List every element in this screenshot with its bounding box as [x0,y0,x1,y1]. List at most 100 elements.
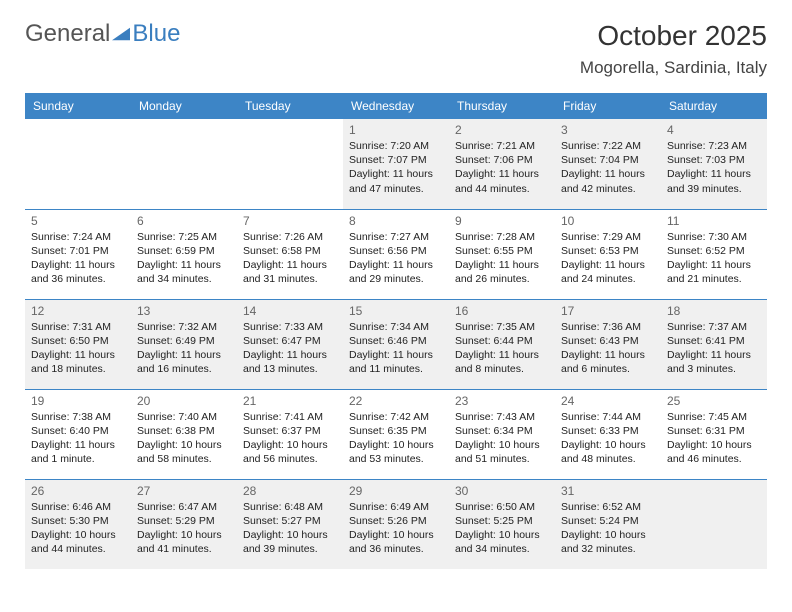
month-title: October 2025 [580,20,767,52]
day-info: Sunrise: 7:36 AMSunset: 6:43 PMDaylight:… [561,320,655,377]
day-header: Friday [555,93,661,119]
day-number: 25 [667,394,761,408]
day-info: Sunrise: 6:52 AMSunset: 5:24 PMDaylight:… [561,500,655,557]
calendar-cell [661,479,767,569]
day-info: Sunrise: 7:29 AMSunset: 6:53 PMDaylight:… [561,230,655,287]
day-info: Sunrise: 7:21 AMSunset: 7:06 PMDaylight:… [455,139,549,196]
day-info: Sunrise: 7:26 AMSunset: 6:58 PMDaylight:… [243,230,337,287]
day-info: Sunrise: 7:45 AMSunset: 6:31 PMDaylight:… [667,410,761,467]
header: General Blue October 2025 Mogorella, Sar… [25,20,767,78]
calendar-row: 5Sunrise: 7:24 AMSunset: 7:01 PMDaylight… [25,209,767,299]
day-number: 11 [667,214,761,228]
calendar-row: 26 Sunrise: 6:46 AMSunset: 5:30 PMDayligh… [25,479,767,569]
logo: General Blue [25,20,180,48]
day-number: 24 [561,394,655,408]
calendar-cell: 30 Sunrise: 6:50 AMSunset: 5:25 PMDayligh… [449,479,555,569]
day-number: 22 [349,394,443,408]
day-info: Sunrise: 7:20 AMSunset: 7:07 PMDaylight:… [349,139,443,196]
day-header-row: Sunday Monday Tuesday Wednesday Thursday… [25,93,767,119]
day-number: 15 [349,304,443,318]
day-number: 14 [243,304,337,318]
calendar-cell: 19 Sunrise: 7:38 AMSunset: 6:40 PMDayligh… [25,389,131,479]
calendar-cell: 4 Sunrise: 7:23 AMSunset: 7:03 PMDaylight… [661,119,767,209]
day-number: 20 [137,394,231,408]
day-number: 6 [137,214,231,228]
calendar-row: 12 Sunrise: 7:31 AMSunset: 6:50 PMDayligh… [25,299,767,389]
calendar-cell: 14 Sunrise: 7:33 AMSunset: 6:47 PMDayligh… [237,299,343,389]
calendar-table: Sunday Monday Tuesday Wednesday Thursday… [25,93,767,569]
calendar-cell: 20 Sunrise: 7:40 AMSunset: 6:38 PMDayligh… [131,389,237,479]
calendar-cell: 22 Sunrise: 7:42 AMSunset: 6:35 PMDayligh… [343,389,449,479]
calendar-cell: 11 Sunrise: 7:30 AMSunset: 6:52 PMDayligh… [661,209,767,299]
day-info: Sunrise: 6:50 AMSunset: 5:25 PMDaylight:… [455,500,549,557]
day-number: 8 [349,214,443,228]
calendar-cell: 16 Sunrise: 7:35 AMSunset: 6:44 PMDayligh… [449,299,555,389]
calendar-cell: 24 Sunrise: 7:44 AMSunset: 6:33 PMDayligh… [555,389,661,479]
calendar-cell: 29 Sunrise: 6:49 AMSunset: 5:26 PMDayligh… [343,479,449,569]
day-info: Sunrise: 6:47 AMSunset: 5:29 PMDaylight:… [137,500,231,557]
day-number: 19 [31,394,125,408]
day-info: Sunrise: 7:40 AMSunset: 6:38 PMDaylight:… [137,410,231,467]
day-header: Sunday [25,93,131,119]
calendar-cell: 6Sunrise: 7:25 AMSunset: 6:59 PMDaylight… [131,209,237,299]
day-info: Sunrise: 7:38 AMSunset: 6:40 PMDaylight:… [31,410,125,467]
day-info: Sunrise: 7:33 AMSunset: 6:47 PMDaylight:… [243,320,337,377]
day-info: Sunrise: 7:35 AMSunset: 6:44 PMDaylight:… [455,320,549,377]
day-info: Sunrise: 7:41 AMSunset: 6:37 PMDaylight:… [243,410,337,467]
day-number: 23 [455,394,549,408]
day-info: Sunrise: 7:44 AMSunset: 6:33 PMDaylight:… [561,410,655,467]
day-number: 3 [561,123,655,137]
calendar-cell: 28 Sunrise: 6:48 AMSunset: 5:27 PMDayligh… [237,479,343,569]
calendar-cell: 27 Sunrise: 6:47 AMSunset: 5:29 PMDayligh… [131,479,237,569]
day-number: 16 [455,304,549,318]
calendar-cell: 7 Sunrise: 7:26 AMSunset: 6:58 PMDaylight… [237,209,343,299]
day-number: 12 [31,304,125,318]
calendar-cell: 15 Sunrise: 7:34 AMSunset: 6:46 PMDayligh… [343,299,449,389]
calendar-cell: 18 Sunrise: 7:37 AMSunset: 6:41 PMDayligh… [661,299,767,389]
day-info: Sunrise: 7:32 AMSunset: 6:49 PMDaylight:… [137,320,231,377]
day-info: Sunrise: 7:28 AMSunset: 6:55 PMDaylight:… [455,230,549,287]
day-number: 27 [137,484,231,498]
day-info: Sunrise: 7:31 AMSunset: 6:50 PMDaylight:… [31,320,125,377]
day-info: Sunrise: 6:49 AMSunset: 5:26 PMDaylight:… [349,500,443,557]
day-number: 4 [667,123,761,137]
calendar-cell: 8 Sunrise: 7:27 AMSunset: 6:56 PMDaylight… [343,209,449,299]
day-info: Sunrise: 7:42 AMSunset: 6:35 PMDaylight:… [349,410,443,467]
calendar-cell: 9Sunrise: 7:28 AMSunset: 6:55 PMDaylight… [449,209,555,299]
day-header: Thursday [449,93,555,119]
calendar-cell: 13 Sunrise: 7:32 AMSunset: 6:49 PMDayligh… [131,299,237,389]
day-info: Sunrise: 7:34 AMSunset: 6:46 PMDaylight:… [349,320,443,377]
logo-text-general: General [25,20,110,48]
day-number: 2 [455,123,549,137]
calendar-cell: 26 Sunrise: 6:46 AMSunset: 5:30 PMDayligh… [25,479,131,569]
day-number: 1 [349,123,443,137]
day-number: 28 [243,484,337,498]
calendar-cell: 23 Sunrise: 7:43 AMSunset: 6:34 PMDayligh… [449,389,555,479]
day-number: 29 [349,484,443,498]
day-info: Sunrise: 7:30 AMSunset: 6:52 PMDaylight:… [667,230,761,287]
calendar-cell: 1 Sunrise: 7:20 AMSunset: 7:07 PMDaylight… [343,119,449,209]
day-info: Sunrise: 7:23 AMSunset: 7:03 PMDaylight:… [667,139,761,196]
day-number: 18 [667,304,761,318]
day-info: Sunrise: 7:37 AMSunset: 6:41 PMDaylight:… [667,320,761,377]
location-text: Mogorella, Sardinia, Italy [580,58,767,78]
calendar-cell: 10Sunrise: 7:29 AMSunset: 6:53 PMDayligh… [555,209,661,299]
day-info: Sunrise: 7:27 AMSunset: 6:56 PMDaylight:… [349,230,443,287]
day-info: Sunrise: 7:22 AMSunset: 7:04 PMDaylight:… [561,139,655,196]
day-number: 21 [243,394,337,408]
calendar-cell: 25 Sunrise: 7:45 AMSunset: 6:31 PMDayligh… [661,389,767,479]
day-info: Sunrise: 6:48 AMSunset: 5:27 PMDaylight:… [243,500,337,557]
day-info: Sunrise: 6:46 AMSunset: 5:30 PMDaylight:… [31,500,125,557]
calendar-cell [237,119,343,209]
day-number: 13 [137,304,231,318]
day-header: Saturday [661,93,767,119]
day-number: 5 [31,214,125,228]
day-header: Monday [131,93,237,119]
day-info: Sunrise: 7:43 AMSunset: 6:34 PMDaylight:… [455,410,549,467]
calendar-cell: 31 Sunrise: 6:52 AMSunset: 5:24 PMDayligh… [555,479,661,569]
day-number: 26 [31,484,125,498]
calendar-row: 19 Sunrise: 7:38 AMSunset: 6:40 PMDayligh… [25,389,767,479]
day-number: 31 [561,484,655,498]
day-number: 30 [455,484,549,498]
day-number: 7 [243,214,337,228]
